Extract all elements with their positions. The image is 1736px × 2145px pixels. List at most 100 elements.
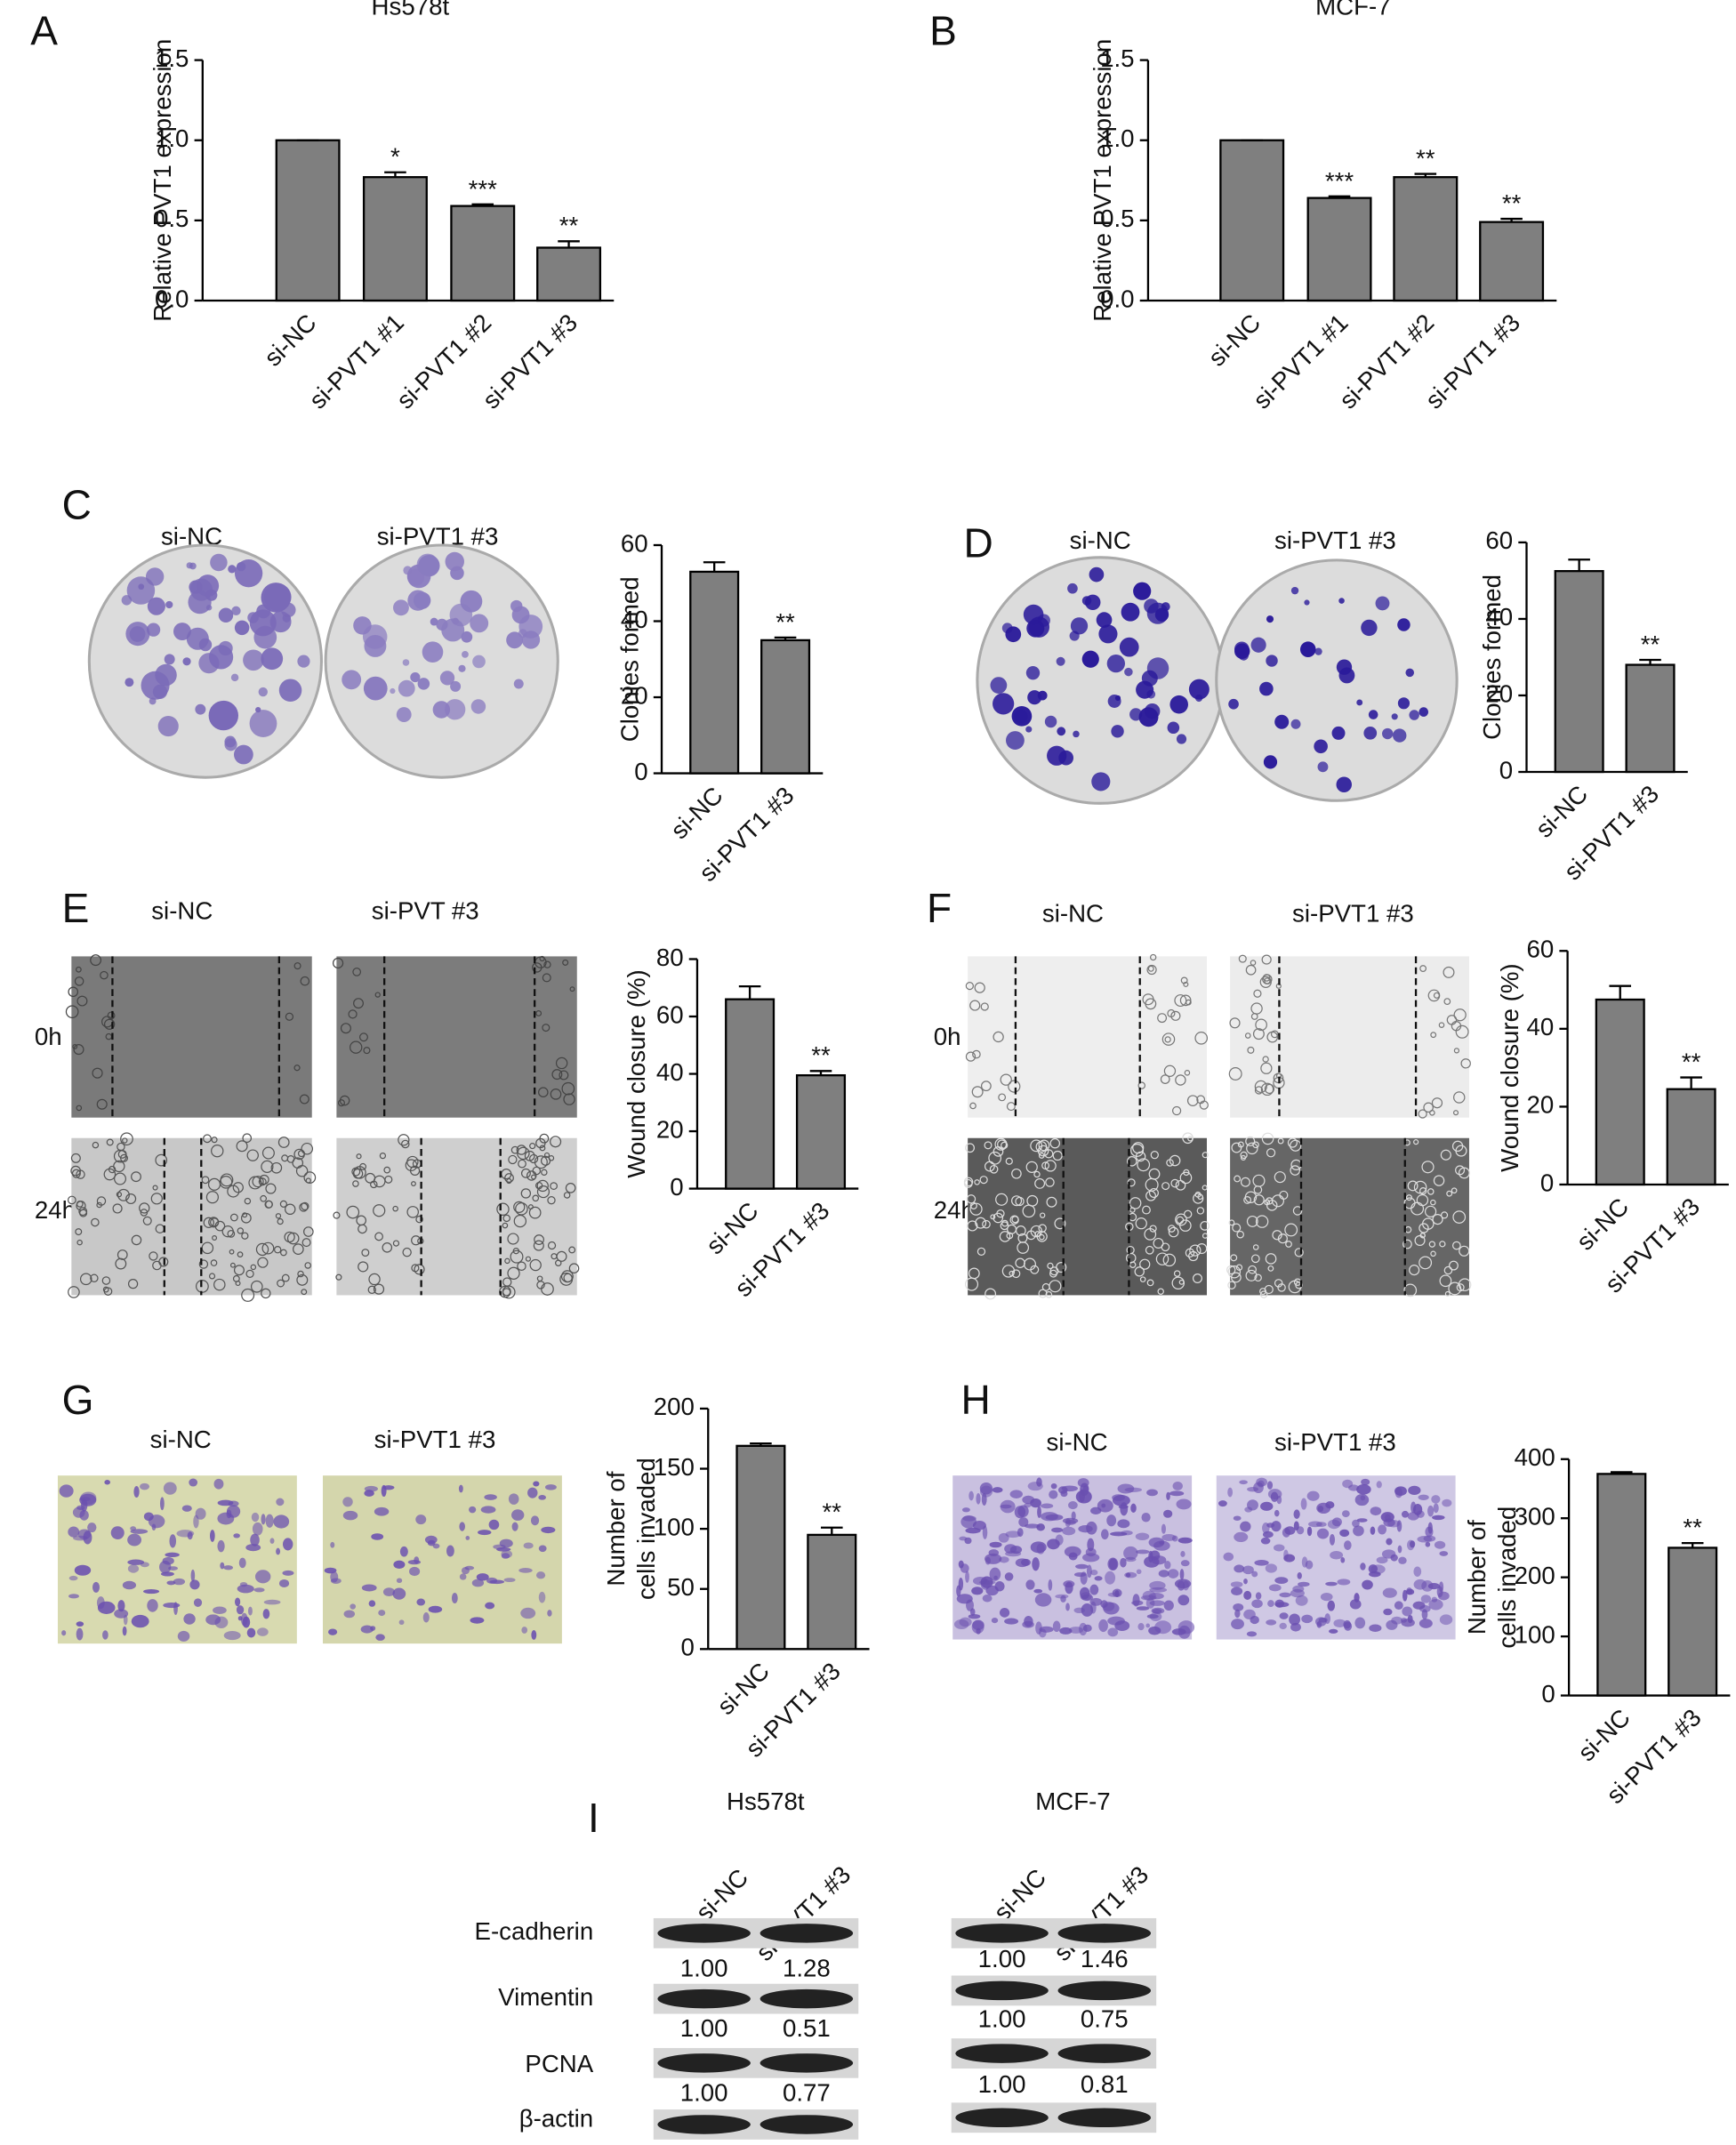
cell	[1164, 1036, 1171, 1043]
cell	[150, 1193, 163, 1205]
cell	[1453, 1091, 1466, 1104]
cell	[353, 998, 364, 1009]
invaded-cell	[1233, 1515, 1242, 1521]
invaded-cell	[1439, 1551, 1449, 1556]
bar	[1554, 570, 1604, 774]
cell	[1255, 1018, 1267, 1032]
invaded-cell	[371, 1533, 384, 1540]
invaded-cell	[1344, 1540, 1352, 1550]
cell	[536, 1275, 543, 1282]
colony	[165, 600, 173, 609]
colony	[1397, 697, 1410, 710]
cell	[1458, 1167, 1470, 1179]
band-ratio: 0.75	[1081, 2004, 1129, 2032]
invaded-cell	[1177, 1620, 1195, 1635]
cell	[152, 1185, 158, 1191]
invaded-cell	[1295, 1595, 1308, 1606]
y-tick-label: 200	[654, 1393, 695, 1420]
invaded-cell	[1082, 1624, 1092, 1632]
cell	[1453, 1048, 1460, 1054]
cell	[1245, 1269, 1258, 1281]
invaded-cell	[1382, 1587, 1397, 1598]
invaded-cell	[399, 1546, 408, 1557]
invaded-cell	[1169, 1490, 1185, 1497]
invaded-cell	[1120, 1502, 1129, 1516]
cell	[1261, 954, 1272, 965]
band-ratio: 1.28	[783, 1955, 831, 1982]
colony	[410, 671, 421, 683]
cell	[406, 1206, 419, 1218]
cell	[235, 1280, 241, 1287]
invaded-cell	[1051, 1527, 1064, 1533]
cell	[1030, 1225, 1043, 1238]
cell	[352, 968, 362, 976]
cell	[518, 1159, 526, 1169]
colony	[1056, 656, 1065, 666]
y-tick-label: 40	[1526, 1013, 1554, 1040]
cell	[1240, 1151, 1248, 1160]
cell	[515, 1202, 528, 1216]
cell	[348, 1009, 358, 1019]
invaded-cell	[1254, 1559, 1269, 1566]
lane-label: si-NC	[988, 1863, 1051, 1926]
cell	[351, 1167, 361, 1177]
invaded-cell	[501, 1553, 510, 1559]
invaded-cell	[1251, 1571, 1258, 1578]
bar	[536, 246, 602, 302]
colony	[247, 612, 259, 623]
invaded-cell	[511, 1522, 518, 1531]
invaded-cell	[1356, 1518, 1368, 1522]
cell	[1049, 1280, 1062, 1293]
cell	[1431, 1097, 1443, 1109]
invaded-cell	[1300, 1498, 1307, 1510]
invaded-cell	[1158, 1570, 1169, 1578]
cell	[244, 1197, 252, 1205]
cell	[976, 1247, 986, 1256]
invaded-cell	[1047, 1538, 1060, 1550]
invaded-cell	[1025, 1579, 1035, 1590]
colony	[1314, 647, 1322, 655]
colony	[261, 582, 292, 613]
cell	[1441, 1211, 1449, 1219]
cell	[286, 1232, 300, 1245]
colony	[1070, 617, 1089, 635]
colony	[1419, 707, 1429, 717]
cell	[1428, 1241, 1436, 1248]
invaded-cell	[1320, 1593, 1333, 1602]
protein-label: PCNA	[525, 2050, 593, 2077]
invaded-cell	[1136, 1606, 1150, 1611]
cell	[979, 1176, 988, 1185]
cell	[207, 1177, 221, 1191]
cell	[1407, 1180, 1419, 1192]
cell	[504, 1173, 514, 1183]
cell	[125, 1193, 137, 1205]
colony	[1338, 667, 1355, 684]
invaded-cell	[223, 1630, 241, 1641]
colony	[1361, 619, 1378, 637]
cell	[373, 1175, 386, 1188]
y-tick-label: 40	[656, 1058, 684, 1086]
cell	[229, 1213, 238, 1222]
colony	[208, 645, 234, 670]
y-tick-label: 100	[1515, 1620, 1555, 1648]
x-tick-label: si-NC	[1571, 1193, 1635, 1256]
invaded-cell	[143, 1512, 154, 1522]
invaded-cell	[131, 1614, 149, 1628]
bar	[450, 205, 516, 302]
invaded-cell	[1087, 1538, 1095, 1552]
invaded-cell	[1427, 1505, 1435, 1517]
colony	[1405, 668, 1414, 678]
colony	[231, 606, 241, 616]
colony	[1096, 612, 1113, 628]
invaded-cell	[1180, 1560, 1190, 1567]
invaded-cell	[1163, 1509, 1173, 1518]
cell	[301, 1238, 311, 1248]
cell	[1245, 964, 1257, 976]
invaded-cell	[245, 1544, 261, 1552]
y-axis-label: Clonies formed	[1478, 574, 1506, 740]
cell	[1452, 1210, 1467, 1224]
invaded-cell	[1268, 1584, 1282, 1592]
band-ratio: 1.46	[1081, 1945, 1129, 1972]
cell	[1038, 1289, 1048, 1298]
cell	[358, 1261, 369, 1273]
